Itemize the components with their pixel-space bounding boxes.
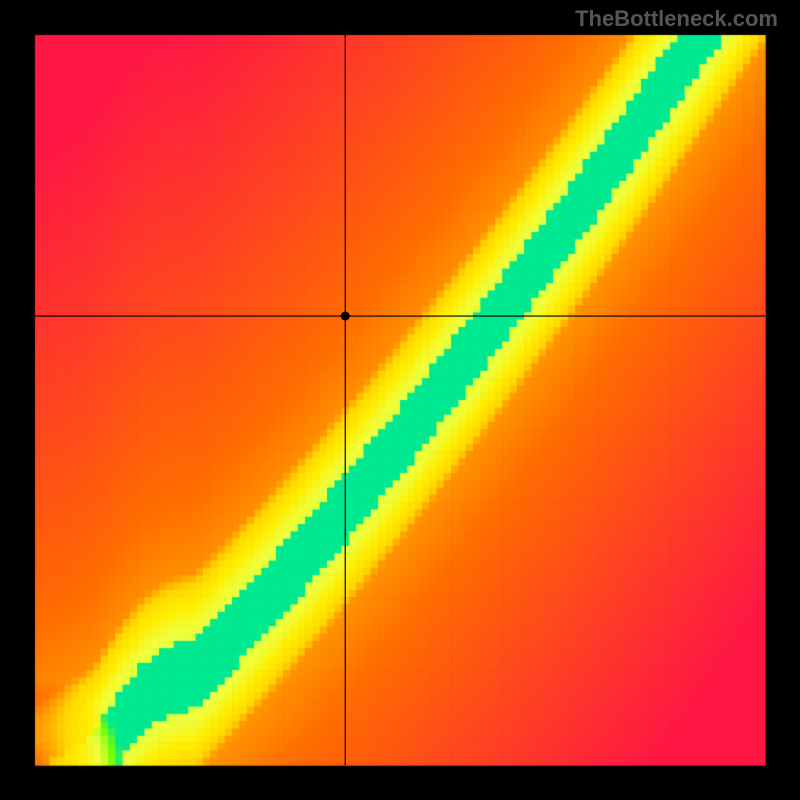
watermark-text: TheBottleneck.com bbox=[575, 6, 778, 32]
chart-container: TheBottleneck.com bbox=[0, 0, 800, 800]
heatmap-canvas bbox=[0, 0, 800, 800]
